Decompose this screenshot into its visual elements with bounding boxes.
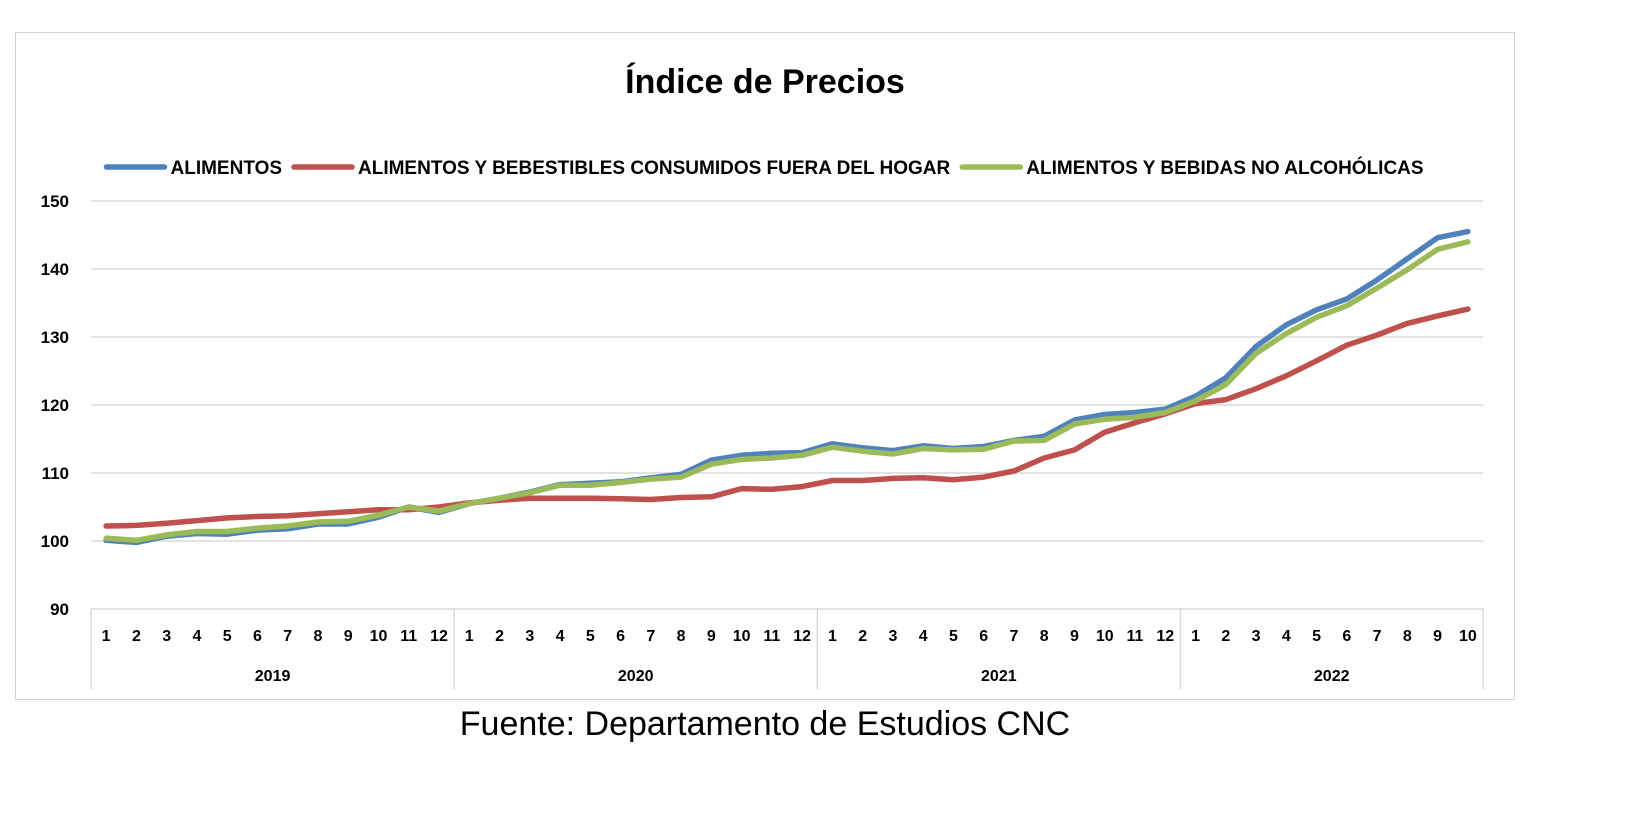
x-tick-label: 9 [1070, 628, 1079, 645]
x-tick-label: 1 [102, 628, 111, 645]
chart-frame: Índice de Precios ALIMENTOS ALIMENTOS Y B… [15, 32, 1515, 700]
x-tick-label: 7 [1010, 628, 1019, 645]
y-tick-label: 110 [42, 464, 69, 483]
x-tick-label: 12 [1156, 628, 1174, 645]
x-tick-label: 8 [677, 628, 686, 645]
x-tick-label: 2 [132, 628, 141, 645]
legend-item: ALIMENTOS Y BEBESTIBLES CONSUMIDOS FUERA… [291, 158, 951, 179]
gridlines [91, 200, 1483, 542]
x-tick-label: 6 [616, 628, 625, 645]
legend-label: ALIMENTOS Y BEBIDAS NO ALCOHÓLICAS [1026, 157, 1423, 179]
x-tick-label: 12 [430, 628, 448, 645]
x-tick-label: 7 [1373, 628, 1382, 645]
x-tick-label: 1 [828, 628, 837, 645]
x-tick-label: 1 [465, 628, 474, 645]
y-tick-label: 100 [41, 532, 69, 551]
y-tick-label: 140 [41, 260, 69, 279]
x-tick-label: 4 [192, 628, 201, 645]
x-tick-label: 10 [370, 628, 388, 645]
x-tick-label: 11 [763, 628, 780, 645]
y-tick-label: 90 [50, 600, 69, 619]
chart-legend: ALIMENTOS ALIMENTOS Y BEBESTIBLES CONSUMI… [103, 157, 1424, 179]
x-tick-label: 2 [1221, 628, 1230, 645]
x-tick-label: 2 [858, 628, 867, 645]
x-tick-label: 3 [525, 628, 534, 645]
year-label: 2019 [255, 668, 291, 685]
x-tick-label: 6 [1342, 628, 1351, 645]
x-tick-label: 10 [1459, 628, 1477, 645]
series-line-2 [103, 306, 1471, 529]
x-tick-label: 4 [1282, 628, 1291, 645]
x-tick-label: 8 [1040, 628, 1049, 645]
x-tick-label: 3 [162, 628, 171, 645]
y-tick-label: 120 [41, 396, 69, 415]
x-tick-label: 5 [586, 628, 595, 645]
x-tick-label: 3 [888, 628, 897, 645]
series-line-3 [103, 239, 1471, 544]
x-tick-label: 9 [1433, 628, 1442, 645]
x-tick-label: 8 [314, 628, 323, 645]
x-tick-label: 5 [1312, 628, 1321, 645]
legend-label: ALIMENTOS [171, 158, 283, 179]
x-tick-label: 6 [979, 628, 988, 645]
x-tick-label: 5 [223, 628, 232, 645]
legend-item: ALIMENTOS Y BEBIDAS NO ALCOHÓLICAS [959, 157, 1424, 179]
x-tick-label: 5 [949, 628, 958, 645]
year-label: 2021 [981, 668, 1017, 685]
x-tick-label: 4 [919, 628, 928, 645]
chart-title: Índice de Precios [625, 63, 905, 101]
x-tick-label: 7 [646, 628, 655, 645]
price-index-chart: Índice de Precios ALIMENTOS ALIMENTOS Y B… [41, 63, 1484, 689]
x-tick-label: 7 [283, 628, 292, 645]
x-tick-label: 9 [344, 628, 353, 645]
x-tick-label: 6 [253, 628, 262, 645]
legend-item: ALIMENTOS [103, 158, 283, 179]
x-tick-label: 10 [733, 628, 751, 645]
year-label: 2022 [1314, 668, 1350, 685]
x-tick-label: 12 [793, 628, 811, 645]
source-caption: Fuente: Departamento de Estudios CNC [459, 705, 1071, 743]
x-tick-label: 2 [495, 628, 504, 645]
x-tick-label: 9 [707, 628, 716, 645]
x-axis: 1 2 3 4 5 6 7 8 9 10 11 12 1 2 3 4 5 6 7 8 9 10 11 12 1 2 3 4 5 6 7 8 9 1… [90, 608, 1484, 689]
legend-label: ALIMENTOS Y BEBESTIBLES CONSUMIDOS FUERA… [358, 158, 951, 179]
x-tick-label: 1 [1191, 628, 1200, 645]
y-tick-label: 130 [41, 328, 69, 347]
year-label: 2020 [618, 668, 654, 685]
x-tick-label: 10 [1096, 628, 1114, 645]
y-axis: 150 140 130 120 110 100 90 [41, 192, 69, 619]
x-tick-label: 3 [1252, 628, 1261, 645]
x-tick-label: 11 [1127, 628, 1144, 645]
series-lines [103, 228, 1471, 546]
y-tick-label: 150 [41, 192, 69, 211]
x-tick-label: 8 [1403, 628, 1412, 645]
x-tick-label: 4 [556, 628, 565, 645]
x-tick-label: 11 [400, 628, 417, 645]
